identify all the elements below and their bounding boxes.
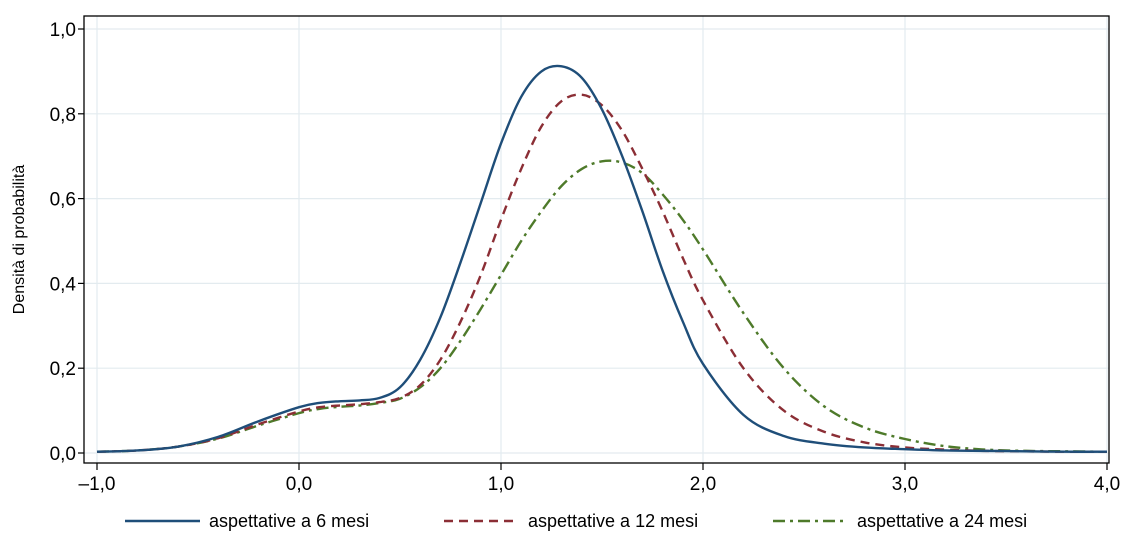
x-tick-label: 2,0	[690, 474, 716, 495]
x-tick-label: 0,0	[286, 474, 312, 495]
x-tick-label: 4,0	[1094, 474, 1120, 495]
x-tick-label: 3,0	[892, 474, 918, 495]
y-axis-title: Densità di probabilità	[11, 165, 28, 315]
series-line-2	[96, 93, 1108, 453]
y-tick-label: 0,4	[50, 274, 77, 295]
legend-label-2: aspettative a 12 mesi	[528, 511, 698, 531]
series-line-3	[96, 159, 1108, 453]
legend: aspettative a 6 mesi aspettative a 12 mes…	[125, 511, 1027, 531]
y-tick-label: 0,6	[50, 190, 76, 211]
series-layer	[96, 64, 1108, 453]
x-axis: –1,0 0,0 1,0 2,0 3,0 4,0	[79, 463, 1120, 495]
y-axis: 0,0 0,2 0,4 0,6 0,8 1,0	[50, 20, 84, 465]
series-line-1	[96, 64, 1108, 453]
plot-frame	[83, 15, 1110, 464]
y-tick-label: 0,2	[50, 359, 76, 380]
x-tick-label: –1,0	[79, 474, 116, 495]
legend-label-1: aspettative a 6 mesi	[209, 511, 369, 531]
y-tick-label: 0,8	[50, 105, 76, 126]
legend-label-3: aspettative a 24 mesi	[857, 511, 1027, 531]
y-tick-label: 1,0	[50, 20, 76, 41]
grid-lines	[84, 16, 1109, 463]
y-tick-label: 0,0	[50, 444, 76, 465]
x-tick-label: 1,0	[488, 474, 514, 495]
